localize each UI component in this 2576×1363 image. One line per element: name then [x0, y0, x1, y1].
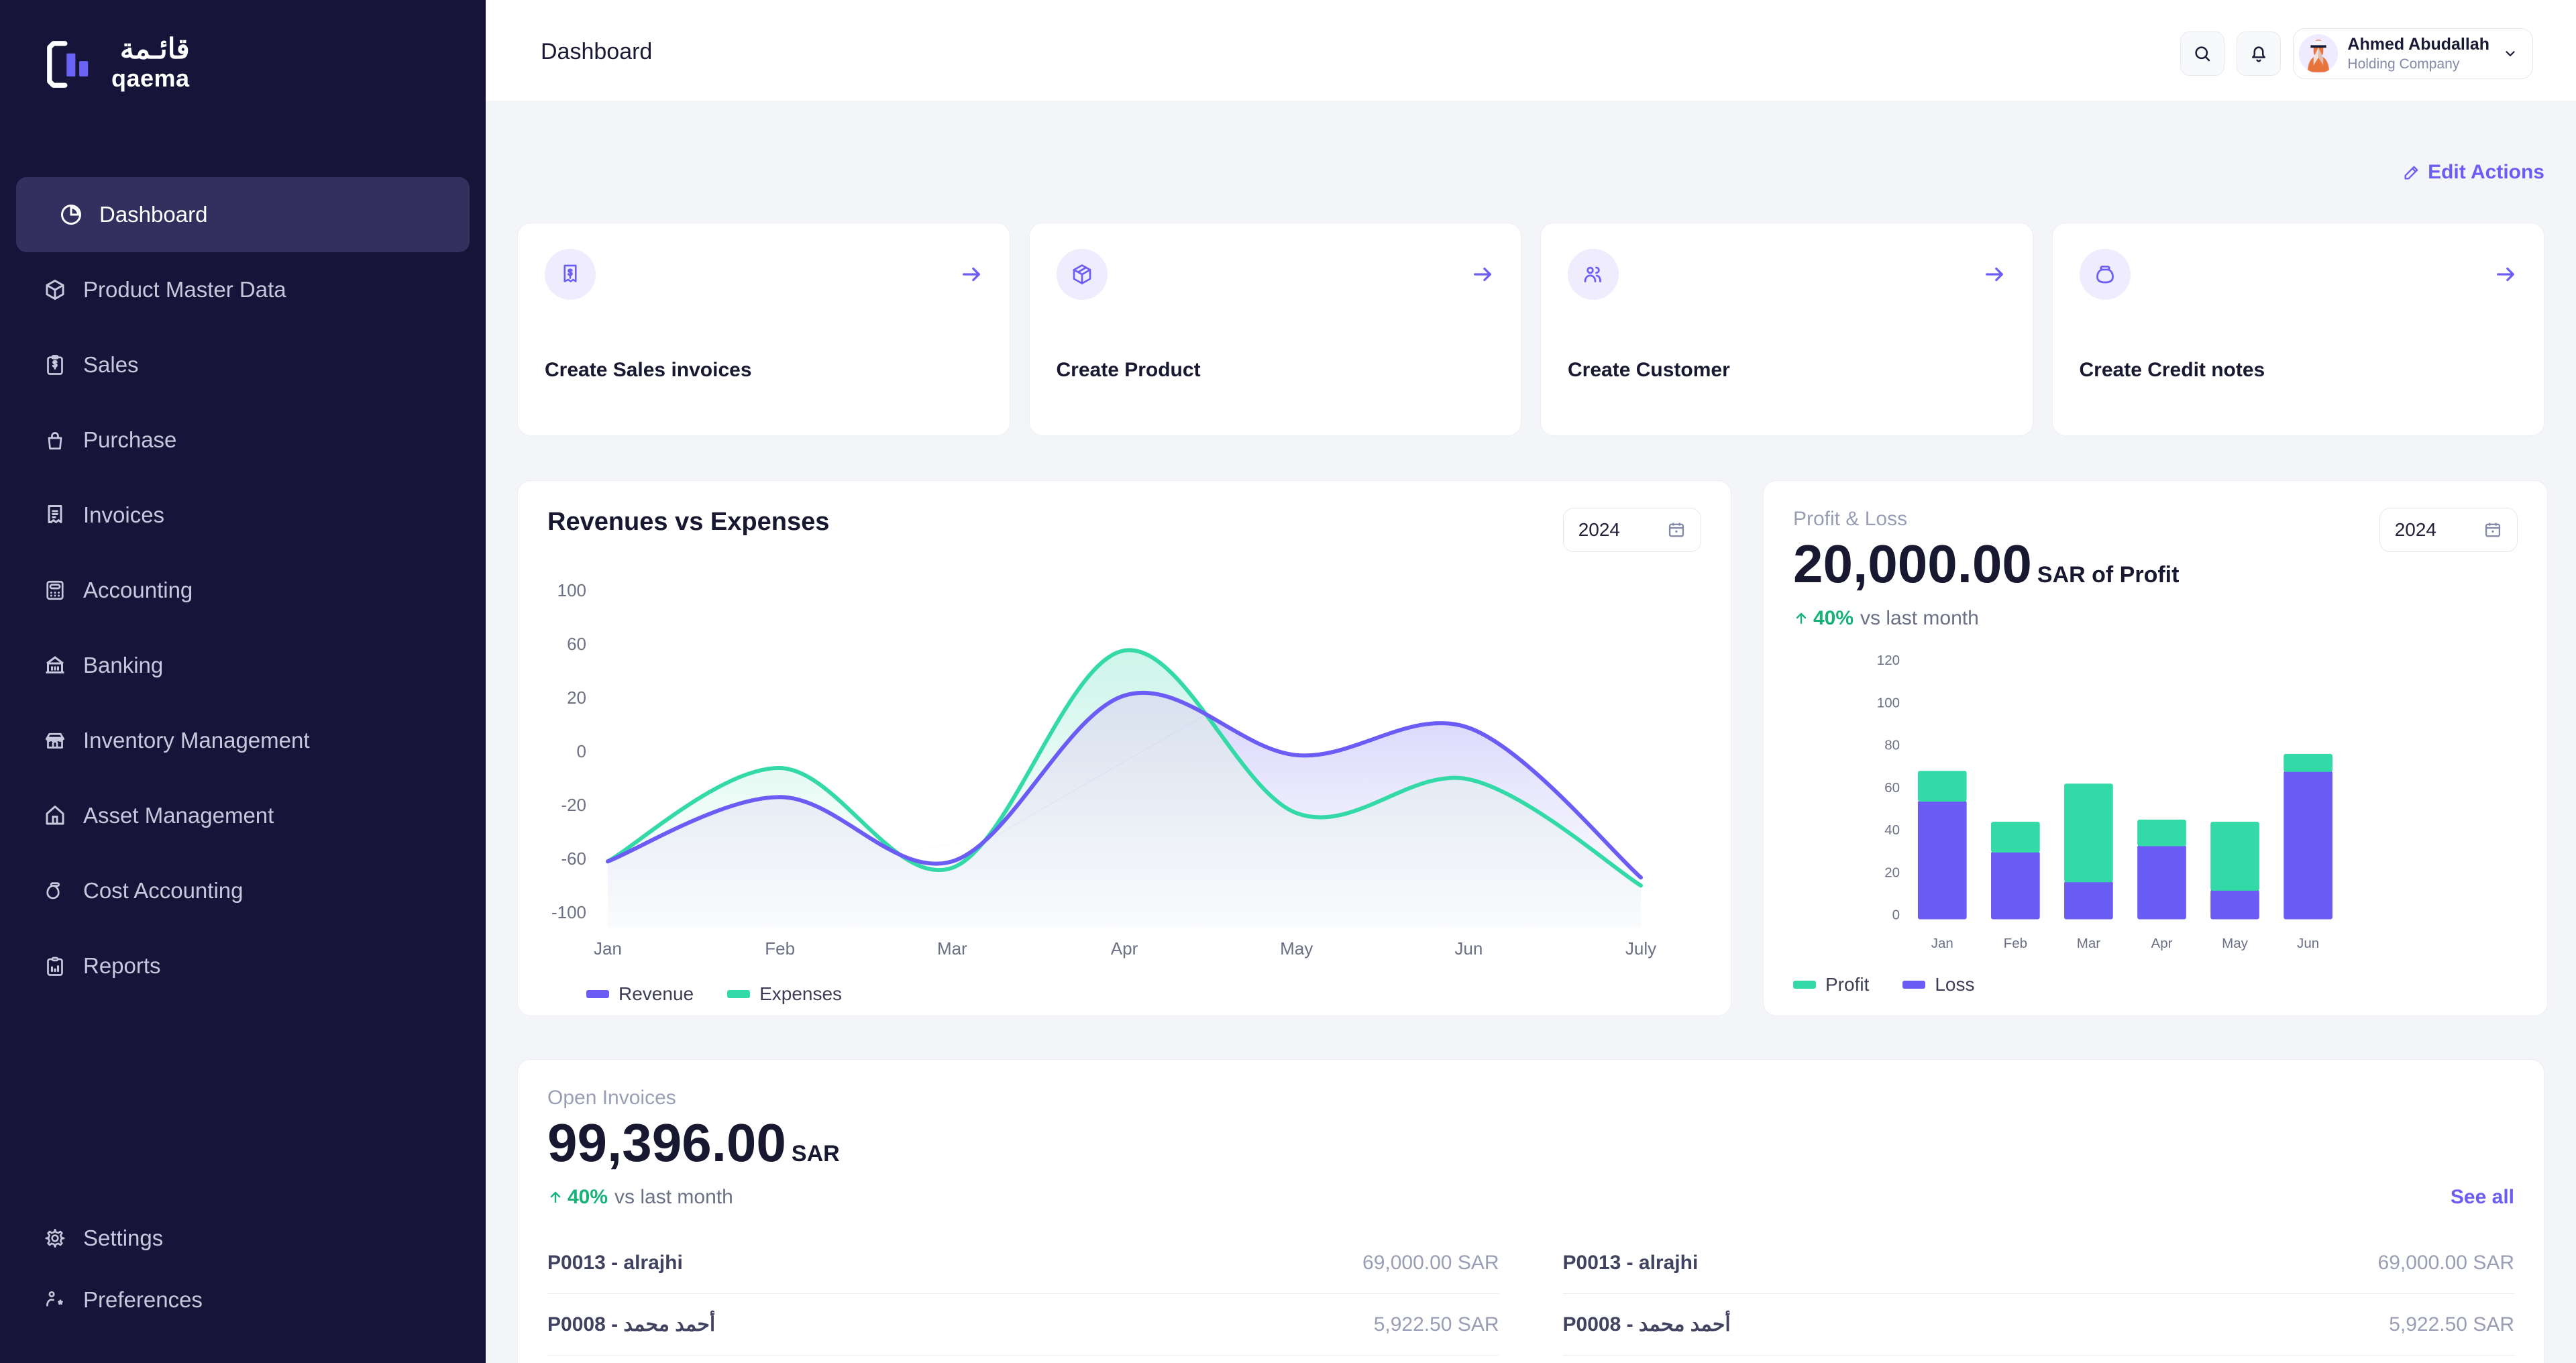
svg-text:Apr: Apr: [1111, 938, 1138, 959]
svg-text:Feb: Feb: [2004, 936, 2027, 951]
svg-text:100: 100: [557, 580, 586, 600]
svg-text:0: 0: [577, 741, 586, 761]
svg-text:20: 20: [1884, 865, 1900, 880]
svg-text:Apr: Apr: [2151, 936, 2173, 951]
svg-text:-60: -60: [561, 849, 586, 869]
svg-text:60: 60: [567, 634, 586, 654]
svg-text:-100: -100: [551, 902, 586, 922]
svg-text:Mar: Mar: [2077, 936, 2101, 951]
svg-text:May: May: [1280, 938, 1313, 959]
svg-text:Mar: Mar: [937, 938, 967, 959]
svg-text:Feb: Feb: [765, 938, 795, 959]
svg-text:Jan: Jan: [594, 938, 622, 959]
svg-text:July: July: [1625, 938, 1656, 959]
svg-text:80: 80: [1884, 738, 1900, 753]
svg-text:-20: -20: [561, 795, 586, 815]
svg-text:100: 100: [1877, 695, 1900, 710]
svg-text:Jan: Jan: [1931, 936, 1953, 951]
svg-text:20: 20: [567, 688, 586, 708]
svg-text:Jun: Jun: [2297, 936, 2319, 951]
svg-text:Jun: Jun: [1454, 938, 1483, 959]
svg-text:120: 120: [1877, 653, 1900, 668]
svg-text:40: 40: [1884, 822, 1900, 838]
svg-text:0: 0: [1892, 908, 1900, 923]
svg-text:60: 60: [1884, 780, 1900, 796]
svg-text:May: May: [2222, 936, 2249, 951]
